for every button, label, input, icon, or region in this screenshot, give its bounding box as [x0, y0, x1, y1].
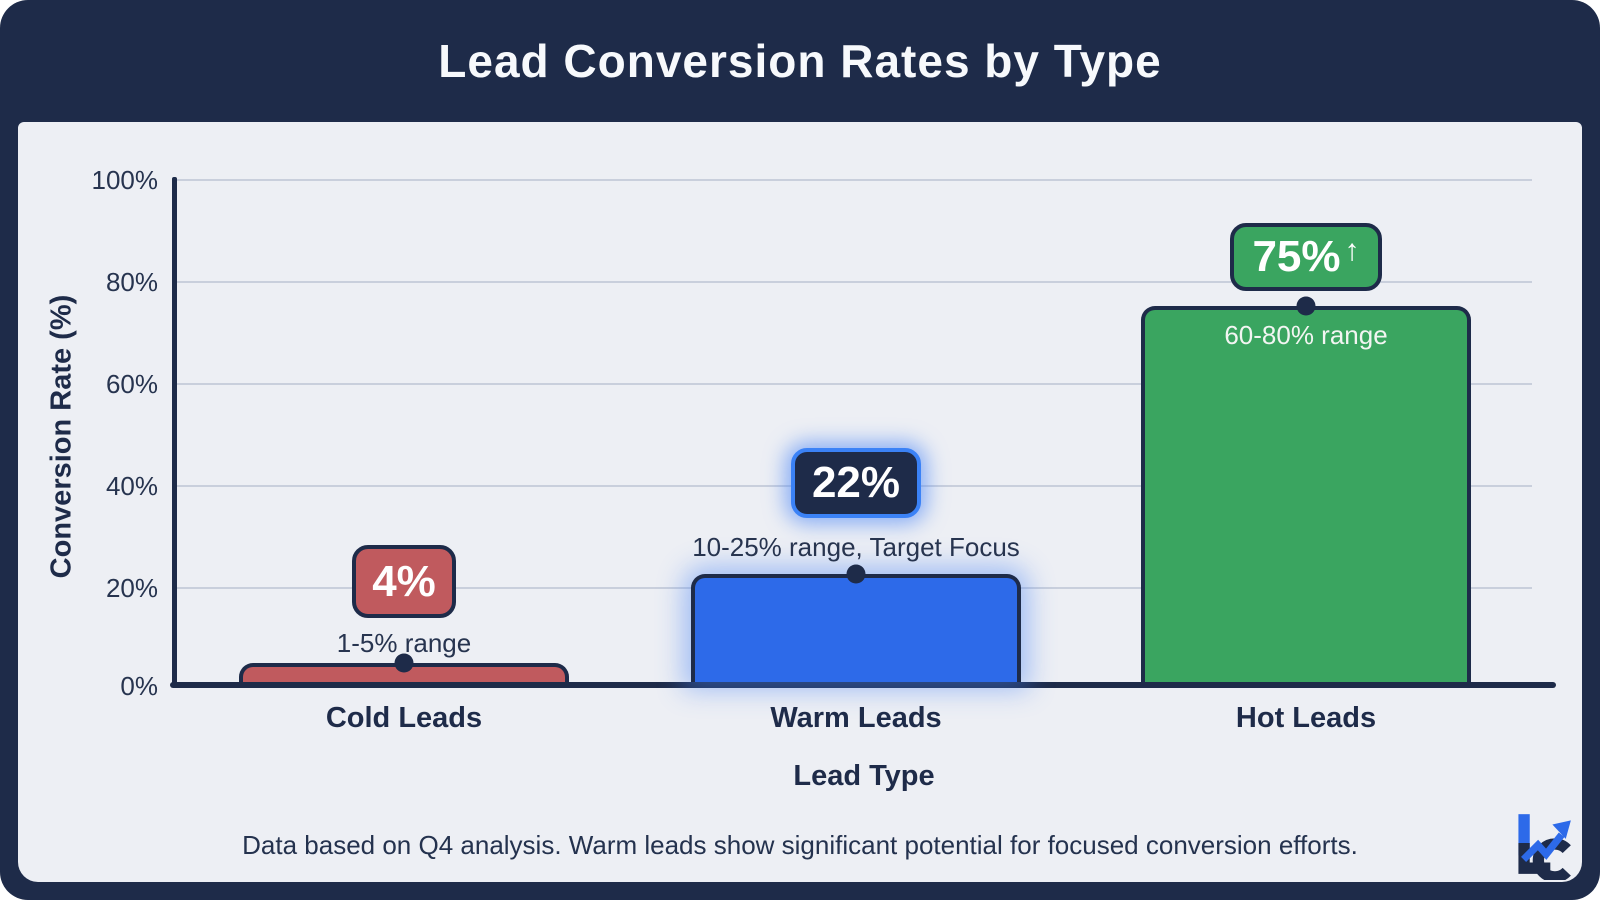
x-label-cold-leads: Cold Leads — [325, 702, 483, 734]
chart-card: 100% 80% 60% 40% 20% 0% Conversion Rate … — [18, 122, 1582, 882]
x-label-hot-leads: Hot Leads — [1235, 702, 1377, 734]
y-axis-line — [172, 177, 177, 687]
y-tick-20: 20% — [105, 573, 158, 603]
value-badge-hot[interactable]: 75% ↑ — [1230, 223, 1382, 291]
header: Lead Conversion Rates by Type — [0, 0, 1600, 122]
y-tick-40: 40% — [105, 471, 158, 501]
range-note-hot: 60-80% range — [1224, 320, 1388, 350]
bar-hot-leads[interactable] — [1141, 306, 1471, 682]
value-badge-warm-text: 22% — [811, 458, 901, 507]
y-tick-80: 80% — [105, 267, 158, 297]
bar-dot-cold — [394, 653, 414, 673]
x-axis-title: Lead Type — [793, 760, 935, 792]
value-badge-hot-text: 75% — [1252, 232, 1341, 281]
value-badge-warm[interactable]: 22% — [791, 448, 921, 518]
y-tick-100: 100% — [91, 165, 159, 195]
gridline-80 — [172, 281, 1532, 283]
footer-note: Data based on Q4 analysis. Warm leads sh… — [242, 830, 1358, 860]
x-axis-line — [170, 682, 1556, 688]
up-arrow-icon: ↑ — [1344, 234, 1360, 267]
y-tick-60: 60% — [105, 369, 158, 399]
bar-dot-warm — [846, 564, 866, 584]
page-title: Lead Conversion Rates by Type — [438, 35, 1162, 87]
x-label-warm-leads: Warm Leads — [770, 702, 942, 734]
range-note-cold: 1-5% range — [336, 628, 472, 658]
range-note-warm: 10-25% range, Target Focus — [692, 532, 1020, 562]
y-axis-title: Conversion Rate (%) — [45, 294, 78, 579]
bar-dot-hot — [1296, 296, 1316, 316]
value-badge-cold[interactable]: 4% — [352, 545, 456, 618]
value-badge-cold-text: 4% — [372, 556, 436, 606]
bar-warm-leads[interactable] — [691, 574, 1021, 682]
gridline-60 — [172, 383, 1532, 385]
gridline-100 — [172, 179, 1532, 181]
lc-logo-icon — [1518, 814, 1571, 880]
y-tick-0: 0% — [120, 671, 158, 701]
